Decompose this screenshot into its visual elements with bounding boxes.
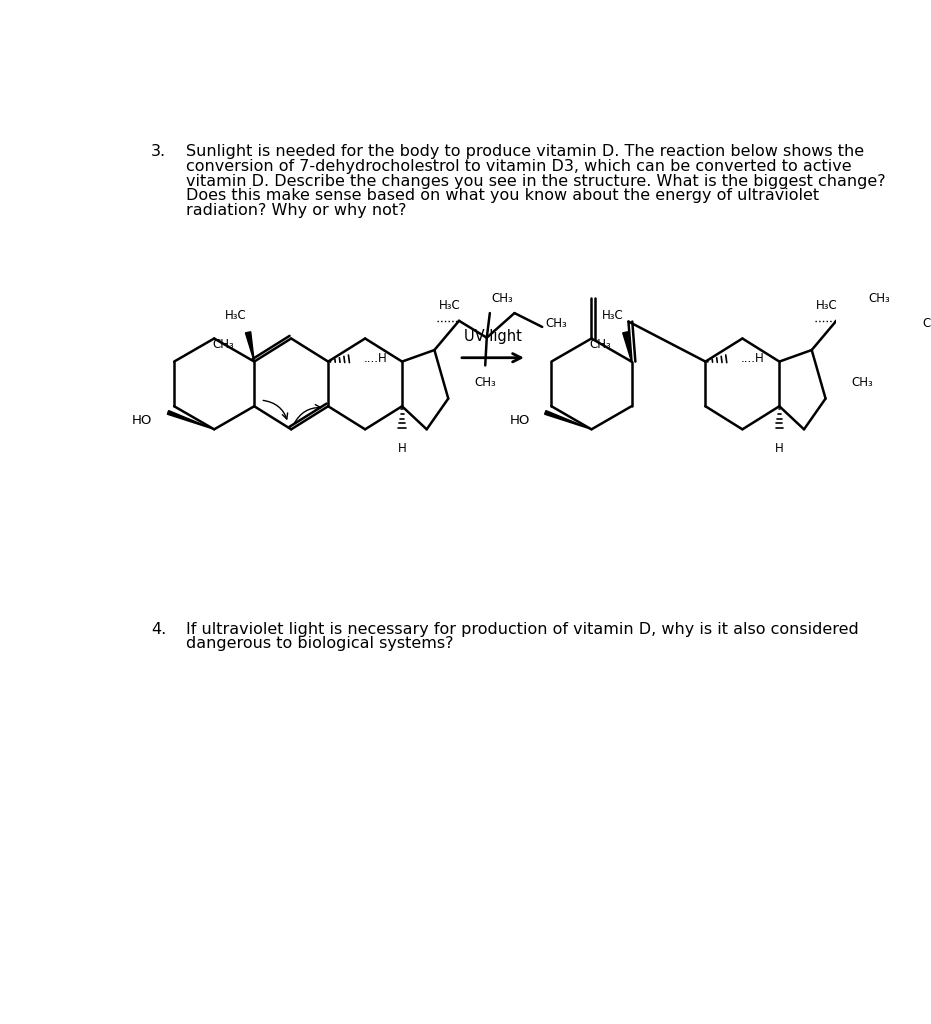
Text: CH₃: CH₃: [546, 317, 567, 331]
Text: UV light: UV light: [464, 329, 522, 344]
Text: H₃C: H₃C: [602, 308, 624, 322]
Text: conversion of 7-dehydrocholestrol to vitamin D3, which can be converted to activ: conversion of 7-dehydrocholestrol to vit…: [186, 159, 852, 174]
Text: vitamin D. Describe the changes you see in the structure. What is the biggest ch: vitamin D. Describe the changes you see …: [186, 174, 886, 188]
Text: dangerous to biological systems?: dangerous to biological systems?: [186, 637, 454, 651]
Text: CH₃: CH₃: [492, 293, 513, 305]
Text: H₃C: H₃C: [816, 299, 838, 311]
Text: CH₃: CH₃: [589, 338, 612, 351]
Text: radiation? Why or why not?: radiation? Why or why not?: [186, 203, 407, 218]
Text: H₃C: H₃C: [439, 299, 461, 311]
Text: ....H: ....H: [741, 352, 764, 365]
Text: 3.: 3.: [151, 144, 166, 160]
Polygon shape: [246, 332, 254, 361]
Text: H: H: [398, 441, 407, 455]
Polygon shape: [623, 332, 631, 361]
Text: CH₃: CH₃: [869, 293, 890, 305]
Text: HO: HO: [509, 414, 530, 427]
Text: Sunlight is needed for the body to produce vitamin D. The reaction below shows t: Sunlight is needed for the body to produ…: [186, 144, 865, 160]
Polygon shape: [168, 411, 214, 429]
Text: H: H: [775, 441, 784, 455]
Text: CH₃: CH₃: [212, 338, 235, 351]
Text: If ultraviolet light is necessary for production of vitamin D, why is it also co: If ultraviolet light is necessary for pr…: [186, 622, 859, 637]
Text: HO: HO: [132, 414, 153, 427]
Text: ....H: ....H: [364, 352, 387, 365]
Text: CH₃: CH₃: [923, 317, 931, 331]
Text: 4.: 4.: [151, 622, 167, 637]
Text: Does this make sense based on what you know about the energy of ultraviolet: Does this make sense based on what you k…: [186, 188, 819, 204]
Text: H₃C: H₃C: [224, 308, 247, 322]
Text: CH₃: CH₃: [852, 376, 873, 389]
Text: CH₃: CH₃: [475, 376, 496, 389]
Polygon shape: [545, 411, 591, 429]
